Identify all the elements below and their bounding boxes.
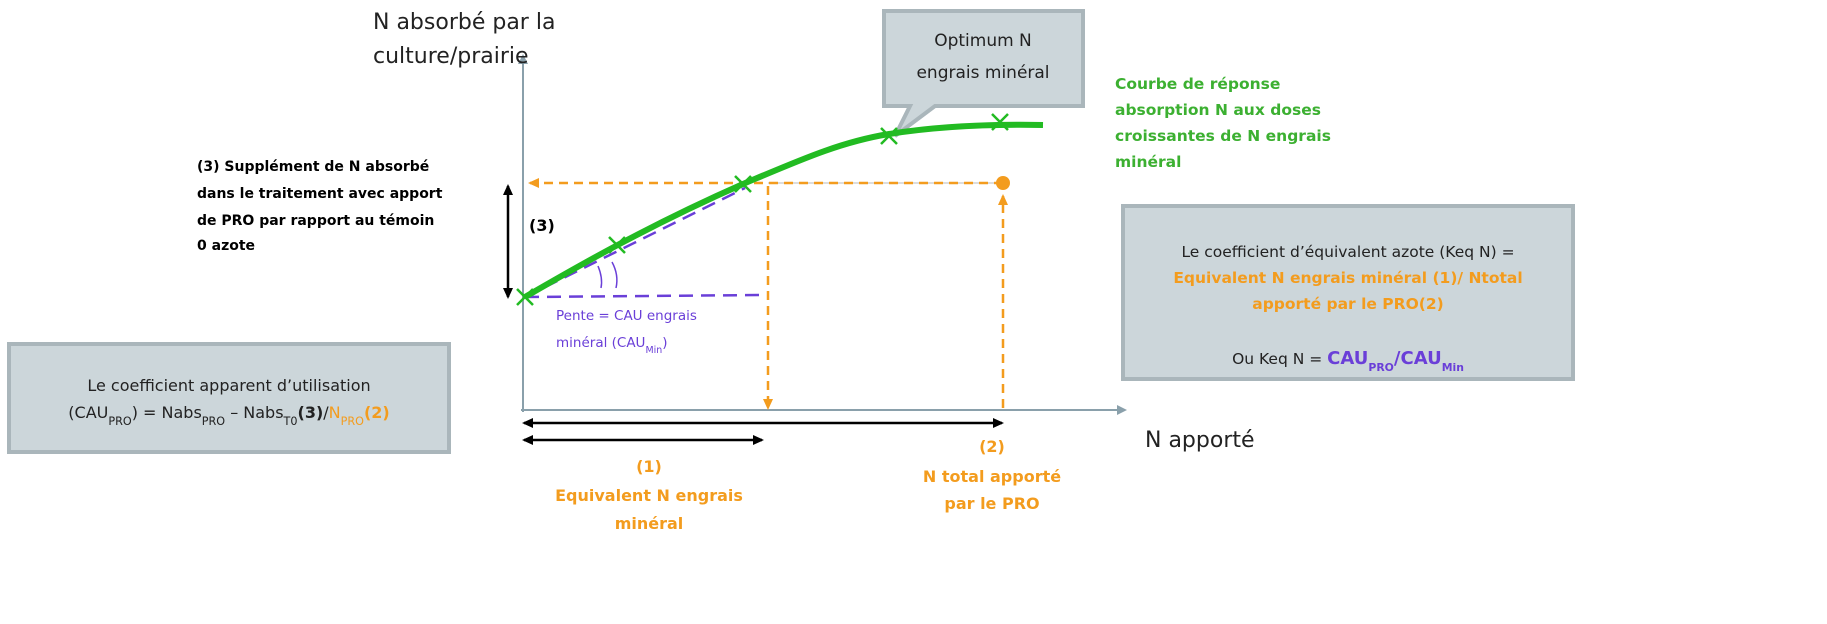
label-line: par le PRO (944, 494, 1039, 513)
left-box-text: (CAUPRO) = NabsPRO – NabsT0(3)/NPRO(2) (68, 403, 389, 428)
slope-label: minéral (CAUMin) (556, 335, 667, 356)
subscript: PRO (202, 415, 226, 428)
response-curve (523, 121, 1044, 300)
right-box-text: apporté par le PRO(2) (1252, 295, 1444, 313)
text-run: (2) (364, 403, 390, 422)
subscript: PRO (108, 415, 132, 428)
label-line: minéral (615, 514, 684, 533)
right-box-text: Equivalent N engrais minéral (1)/ Ntotal (1173, 269, 1522, 287)
label-1: (1) Equivalent N engrais minéral (555, 457, 743, 533)
subscript: PRO (341, 415, 365, 428)
curve-label-line: Courbe de réponse (1115, 75, 1280, 93)
subscript: PRO (1368, 361, 1394, 374)
text-run: Ou Keq N = (1232, 350, 1327, 368)
bracket-label: (3) (529, 216, 555, 235)
curve-label-line: absorption N aux doses (1115, 101, 1321, 119)
text-run: CAU (1327, 348, 1368, 369)
text-run: ) (662, 335, 667, 351)
x-marker (734, 175, 752, 193)
purple-dashed-line (524, 293, 766, 299)
text-run: / (323, 403, 329, 422)
callout-text: Optimum N (934, 31, 1032, 51)
text-run: minéral (CAU (556, 335, 645, 351)
subscript: Min (645, 345, 662, 356)
callout-box (882, 9, 1085, 138)
note-line: 0 azote (197, 238, 255, 254)
right-box (1121, 204, 1575, 381)
left-box (7, 342, 451, 454)
label-line: N total apporté (923, 467, 1061, 486)
text-run: / (1394, 348, 1401, 369)
label-line: Equivalent N engrais (555, 486, 743, 505)
text-run: CAU (1400, 348, 1441, 369)
subscript: T0 (283, 415, 298, 428)
supplement-note: (3) Supplément de N absorbé dans le trai… (197, 159, 443, 254)
text-run: ) = Nabs (132, 403, 202, 422)
x-axis-label: N apporté (1145, 428, 1255, 453)
callout-text: engrais minéral (916, 63, 1049, 83)
text-run: (CAU (68, 403, 108, 422)
note-line: de PRO par rapport au témoin (197, 213, 434, 229)
left-box-text: Le coefficient apparent d’utilisation (87, 376, 370, 395)
text-run: (3) (298, 403, 324, 422)
purple-dashed-line (524, 186, 746, 299)
x-marker (608, 236, 626, 254)
note-line: dans le traitement avec apport (197, 186, 443, 202)
angle-arc (611, 261, 618, 289)
curve-markers (516, 113, 1009, 306)
text-run: N (329, 403, 341, 422)
x-marker (991, 113, 1009, 131)
note-line: (3) Supplément de N absorbé (197, 159, 429, 175)
subscript: Min (1442, 361, 1464, 374)
y-axis-label: culture/prairie (373, 44, 529, 69)
label-2: (2) N total apporté par le PRO (923, 437, 1061, 513)
text-run: – Nabs (225, 403, 283, 422)
curve-label-line: croissantes de N engrais (1115, 127, 1331, 145)
y-axis-label: N absorbé par la (373, 10, 555, 35)
orange-dot (996, 176, 1010, 190)
right-box-text: Le coefficient d’équivalent azote (Keq N… (1181, 243, 1514, 261)
x-marker (516, 288, 534, 306)
label-line: (1) (636, 457, 662, 476)
slope-label: Pente = CAU engrais (556, 308, 697, 324)
right-box-text: Ou Keq N = CAUPRO/CAUMin (1232, 348, 1464, 374)
label-line: (2) (979, 437, 1005, 456)
curve-label: Courbe de réponse absorption N aux doses… (1115, 75, 1331, 171)
x-marker (880, 127, 898, 145)
curve-label-line: minéral (1115, 153, 1181, 171)
angle-arc (597, 265, 603, 289)
